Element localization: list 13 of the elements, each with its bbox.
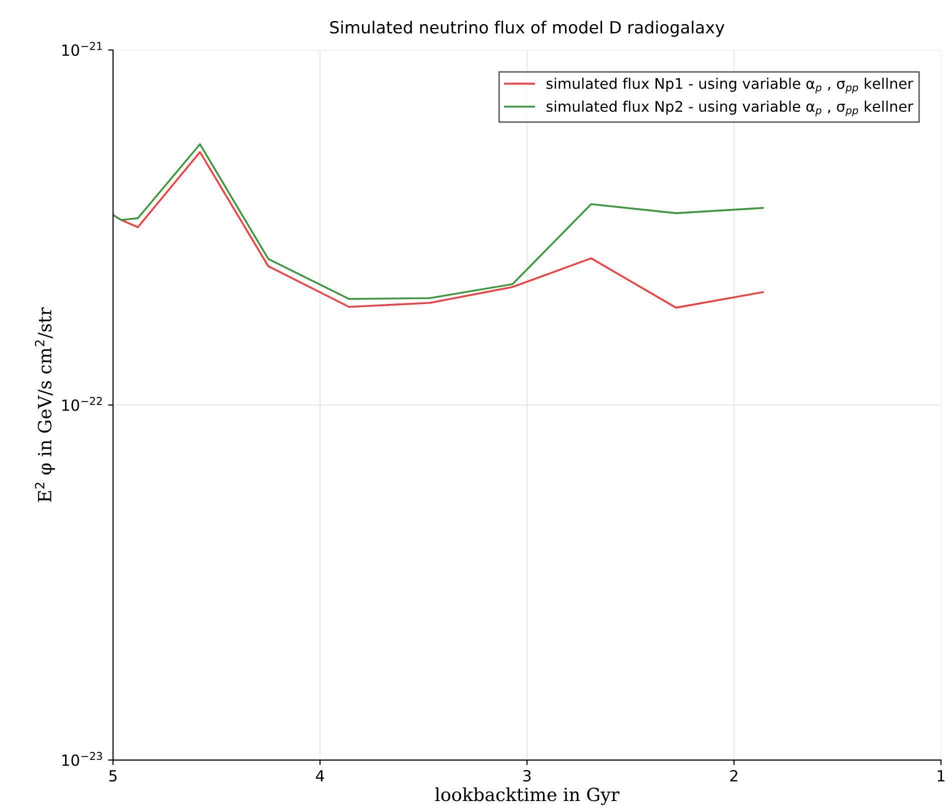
y-tick-label: 10$^{−22}$ [62, 396, 102, 411]
x-tick-label: 5 [109, 770, 117, 782]
x-tick-label: 3 [523, 770, 531, 782]
chart-title: Simulated neutrino flux of model D radiogalaxy [330, 20, 724, 37]
x-tick-label: 2 [730, 770, 738, 782]
y-axis-title: E$^{2}$ φ in GeV/s cm$^{2}$/str [34, 307, 55, 502]
legend-label: simulated flux Np2 - using variable α$_{p}$ , σ$_{pp}$ kellner [546, 100, 914, 116]
x-axis-title: lookbacktime in Gyr [435, 787, 620, 806]
y-tick-label: 10$^{−23}$ [62, 752, 102, 766]
x-tick-label: 1 [938, 770, 944, 782]
x-tick-label: 4 [316, 770, 324, 782]
legend-label: simulated flux Np1 - using variable α$_{p}$ , σ$_{pp}$ kellner [546, 78, 914, 94]
y-tick-label: 10$^{−21}$ [62, 42, 102, 56]
